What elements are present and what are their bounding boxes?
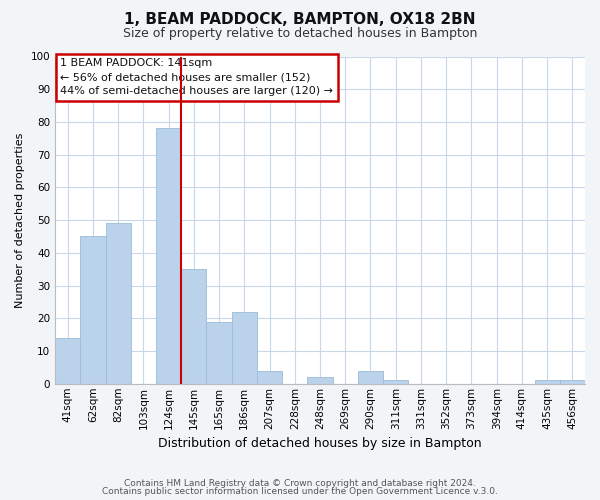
Text: Contains HM Land Registry data © Crown copyright and database right 2024.: Contains HM Land Registry data © Crown c… (124, 478, 476, 488)
Bar (383, 380, 409, 384)
Bar (80, 236, 106, 384)
Bar (257, 370, 282, 384)
Bar (358, 370, 383, 384)
X-axis label: Distribution of detached houses by size in Bampton: Distribution of detached houses by size … (158, 437, 482, 450)
Text: Contains public sector information licensed under the Open Government Licence v.: Contains public sector information licen… (102, 487, 498, 496)
Text: Size of property relative to detached houses in Bampton: Size of property relative to detached ho… (123, 28, 477, 40)
Bar (535, 380, 560, 384)
Bar (156, 128, 181, 384)
Text: 1 BEAM PADDOCK: 141sqm
← 56% of detached houses are smaller (152)
44% of semi-de: 1 BEAM PADDOCK: 141sqm ← 56% of detached… (61, 58, 334, 96)
Bar (206, 322, 232, 384)
Y-axis label: Number of detached properties: Number of detached properties (15, 132, 25, 308)
Bar (181, 269, 206, 384)
Bar (307, 377, 332, 384)
Bar (55, 338, 80, 384)
Bar (232, 312, 257, 384)
Text: 1, BEAM PADDOCK, BAMPTON, OX18 2BN: 1, BEAM PADDOCK, BAMPTON, OX18 2BN (124, 12, 476, 28)
Bar (560, 380, 585, 384)
Bar (106, 224, 131, 384)
